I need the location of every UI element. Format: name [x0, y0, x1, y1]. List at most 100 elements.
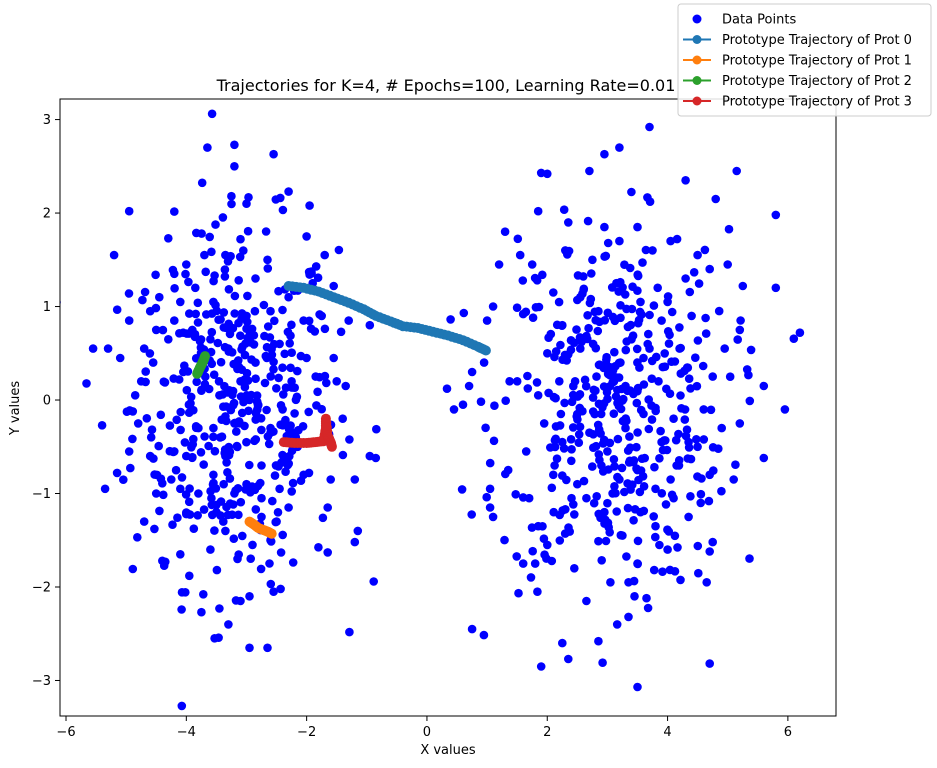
data-point	[662, 384, 671, 394]
data-point	[449, 405, 459, 414]
data-point	[221, 526, 230, 536]
data-point	[182, 509, 191, 519]
data-point	[207, 247, 216, 257]
data-point	[167, 475, 176, 484]
data-point	[562, 475, 571, 485]
data-point	[621, 423, 630, 433]
data-point	[657, 489, 667, 498]
data-point	[181, 269, 190, 279]
data-point	[512, 377, 522, 386]
data-point	[515, 250, 525, 260]
data-point	[600, 507, 609, 517]
data-point	[314, 543, 323, 552]
data-point	[583, 311, 592, 320]
data-point	[594, 399, 604, 409]
data-point	[564, 654, 573, 664]
data-point	[527, 260, 537, 269]
data-point	[582, 596, 591, 606]
trajectory-prot-0	[283, 281, 491, 356]
data-point	[263, 643, 272, 653]
data-point	[221, 451, 230, 461]
data-point	[581, 381, 591, 391]
data-point	[606, 578, 615, 587]
data-point	[224, 620, 233, 629]
data-point	[488, 302, 498, 311]
data-point	[213, 338, 223, 348]
data-point	[350, 537, 360, 547]
data-point	[338, 450, 348, 460]
data-point	[246, 488, 255, 497]
data-point	[221, 250, 230, 260]
data-point	[532, 378, 542, 387]
data-point	[533, 587, 542, 596]
data-point	[293, 366, 302, 376]
data-point	[745, 554, 754, 563]
data-point	[184, 277, 193, 287]
data-point	[531, 303, 541, 312]
data-point	[194, 423, 203, 433]
data-point	[184, 400, 194, 410]
data-point	[320, 324, 330, 334]
data-point	[528, 546, 537, 556]
data-point	[615, 475, 624, 484]
data-point	[681, 176, 690, 185]
data-point	[264, 439, 274, 449]
data-point	[215, 604, 224, 613]
data-point	[210, 271, 219, 280]
data-point	[219, 323, 229, 332]
data-point	[168, 520, 177, 529]
data-point	[216, 497, 226, 506]
legend-marker	[692, 76, 702, 85]
data-point	[539, 419, 549, 428]
data-point	[658, 567, 667, 576]
data-point	[229, 534, 239, 543]
data-point	[140, 287, 150, 297]
data-point	[632, 344, 642, 354]
data-point	[148, 358, 158, 367]
data-point	[795, 328, 805, 338]
data-point	[256, 564, 266, 574]
data-point	[124, 289, 134, 298]
data-point	[234, 276, 243, 285]
data-point	[673, 543, 682, 552]
data-point	[270, 316, 279, 326]
data-point	[561, 246, 570, 255]
data-point	[278, 363, 287, 373]
data-point	[693, 250, 702, 260]
data-point	[142, 414, 152, 423]
data-point	[686, 454, 696, 464]
data-point	[613, 398, 622, 408]
data-point	[442, 384, 452, 394]
data-point	[241, 339, 250, 348]
data-point	[278, 530, 288, 540]
y-tick-label: −3	[32, 674, 51, 689]
x-axis-label: X values	[420, 743, 476, 758]
data-point	[651, 532, 660, 542]
data-point	[292, 392, 302, 402]
data-point	[579, 476, 589, 486]
data-point	[558, 437, 567, 447]
data-point	[206, 486, 215, 496]
data-point	[219, 308, 229, 317]
data-point	[625, 432, 634, 441]
data-point	[189, 524, 199, 533]
data-point	[275, 339, 284, 349]
data-point	[284, 459, 294, 468]
data-point	[230, 309, 239, 318]
data-point	[128, 434, 137, 444]
data-point	[201, 267, 210, 277]
data-point	[242, 311, 251, 321]
data-point	[614, 358, 624, 368]
data-point	[251, 435, 261, 444]
data-point	[622, 552, 631, 561]
data-point	[589, 498, 599, 508]
data-point	[318, 513, 328, 523]
data-point	[276, 193, 285, 203]
data-point	[583, 216, 593, 226]
data-point	[550, 436, 560, 445]
data-point	[676, 391, 685, 400]
data-point	[555, 421, 565, 430]
data-point	[133, 419, 143, 428]
data-point	[191, 309, 200, 319]
data-point	[603, 518, 613, 528]
